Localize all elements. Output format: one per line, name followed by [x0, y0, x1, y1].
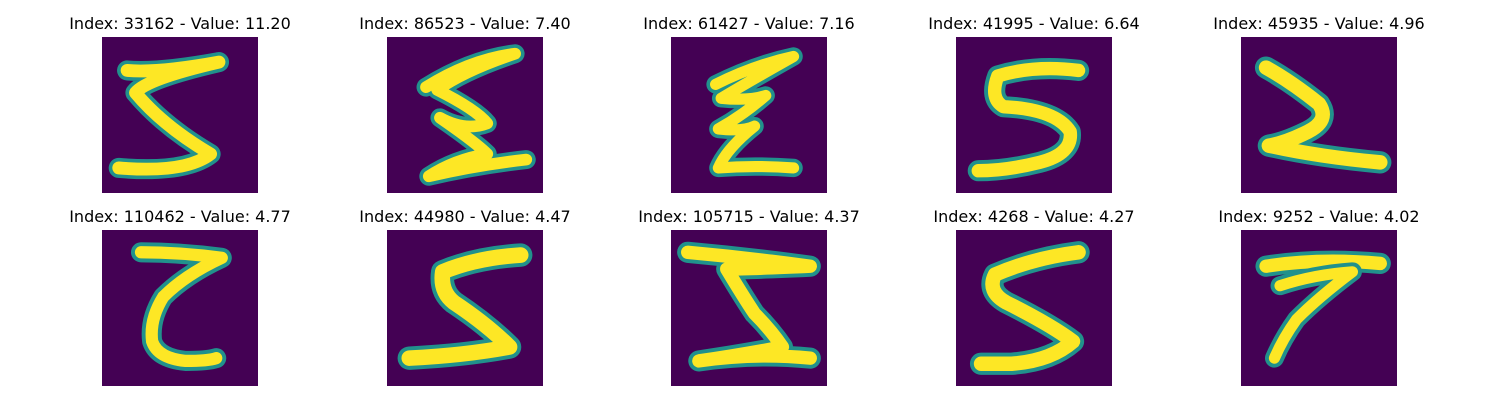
panel-title: Index: 41995 - Value: 6.64 [928, 14, 1140, 33]
panel-2: Index: 86523 - Value: 7.40 [359, 13, 571, 193]
digit-image [956, 230, 1112, 386]
digit-image [671, 230, 827, 386]
panel-title: Index: 9252 - Value: 4.02 [1218, 207, 1420, 226]
digit-image [671, 37, 827, 193]
panel-10: Index: 9252 - Value: 4.02 [1218, 206, 1420, 386]
digit-image [1241, 37, 1397, 193]
digit-image [387, 37, 543, 193]
digit-image [956, 37, 1112, 193]
panel-title: Index: 105715 - Value: 4.37 [638, 207, 860, 226]
panel-title: Index: 44980 - Value: 4.47 [359, 207, 571, 226]
panel-title: Index: 86523 - Value: 7.40 [359, 14, 571, 33]
panel-5: Index: 45935 - Value: 4.96 [1213, 13, 1425, 193]
panel-title: Index: 110462 - Value: 4.77 [69, 207, 291, 226]
panel-6: Index: 110462 - Value: 4.77 [69, 206, 291, 386]
digit-image [387, 230, 543, 386]
panel-title: Index: 4268 - Value: 4.27 [933, 207, 1135, 226]
panel-3: Index: 61427 - Value: 7.16 [643, 13, 855, 193]
digit-image [102, 37, 258, 193]
panel-title: Index: 33162 - Value: 11.20 [69, 14, 291, 33]
panel-title: Index: 61427 - Value: 7.16 [643, 14, 855, 33]
panel-7: Index: 44980 - Value: 4.47 [359, 206, 571, 386]
panel-1: Index: 33162 - Value: 11.20 [69, 13, 291, 193]
panel-9: Index: 4268 - Value: 4.27 [933, 206, 1135, 386]
digit-image [102, 230, 258, 386]
panel-title: Index: 45935 - Value: 4.96 [1213, 14, 1425, 33]
panel-4: Index: 41995 - Value: 6.64 [928, 13, 1140, 193]
panel-8: Index: 105715 - Value: 4.37 [638, 206, 860, 386]
digit-image [1241, 230, 1397, 386]
